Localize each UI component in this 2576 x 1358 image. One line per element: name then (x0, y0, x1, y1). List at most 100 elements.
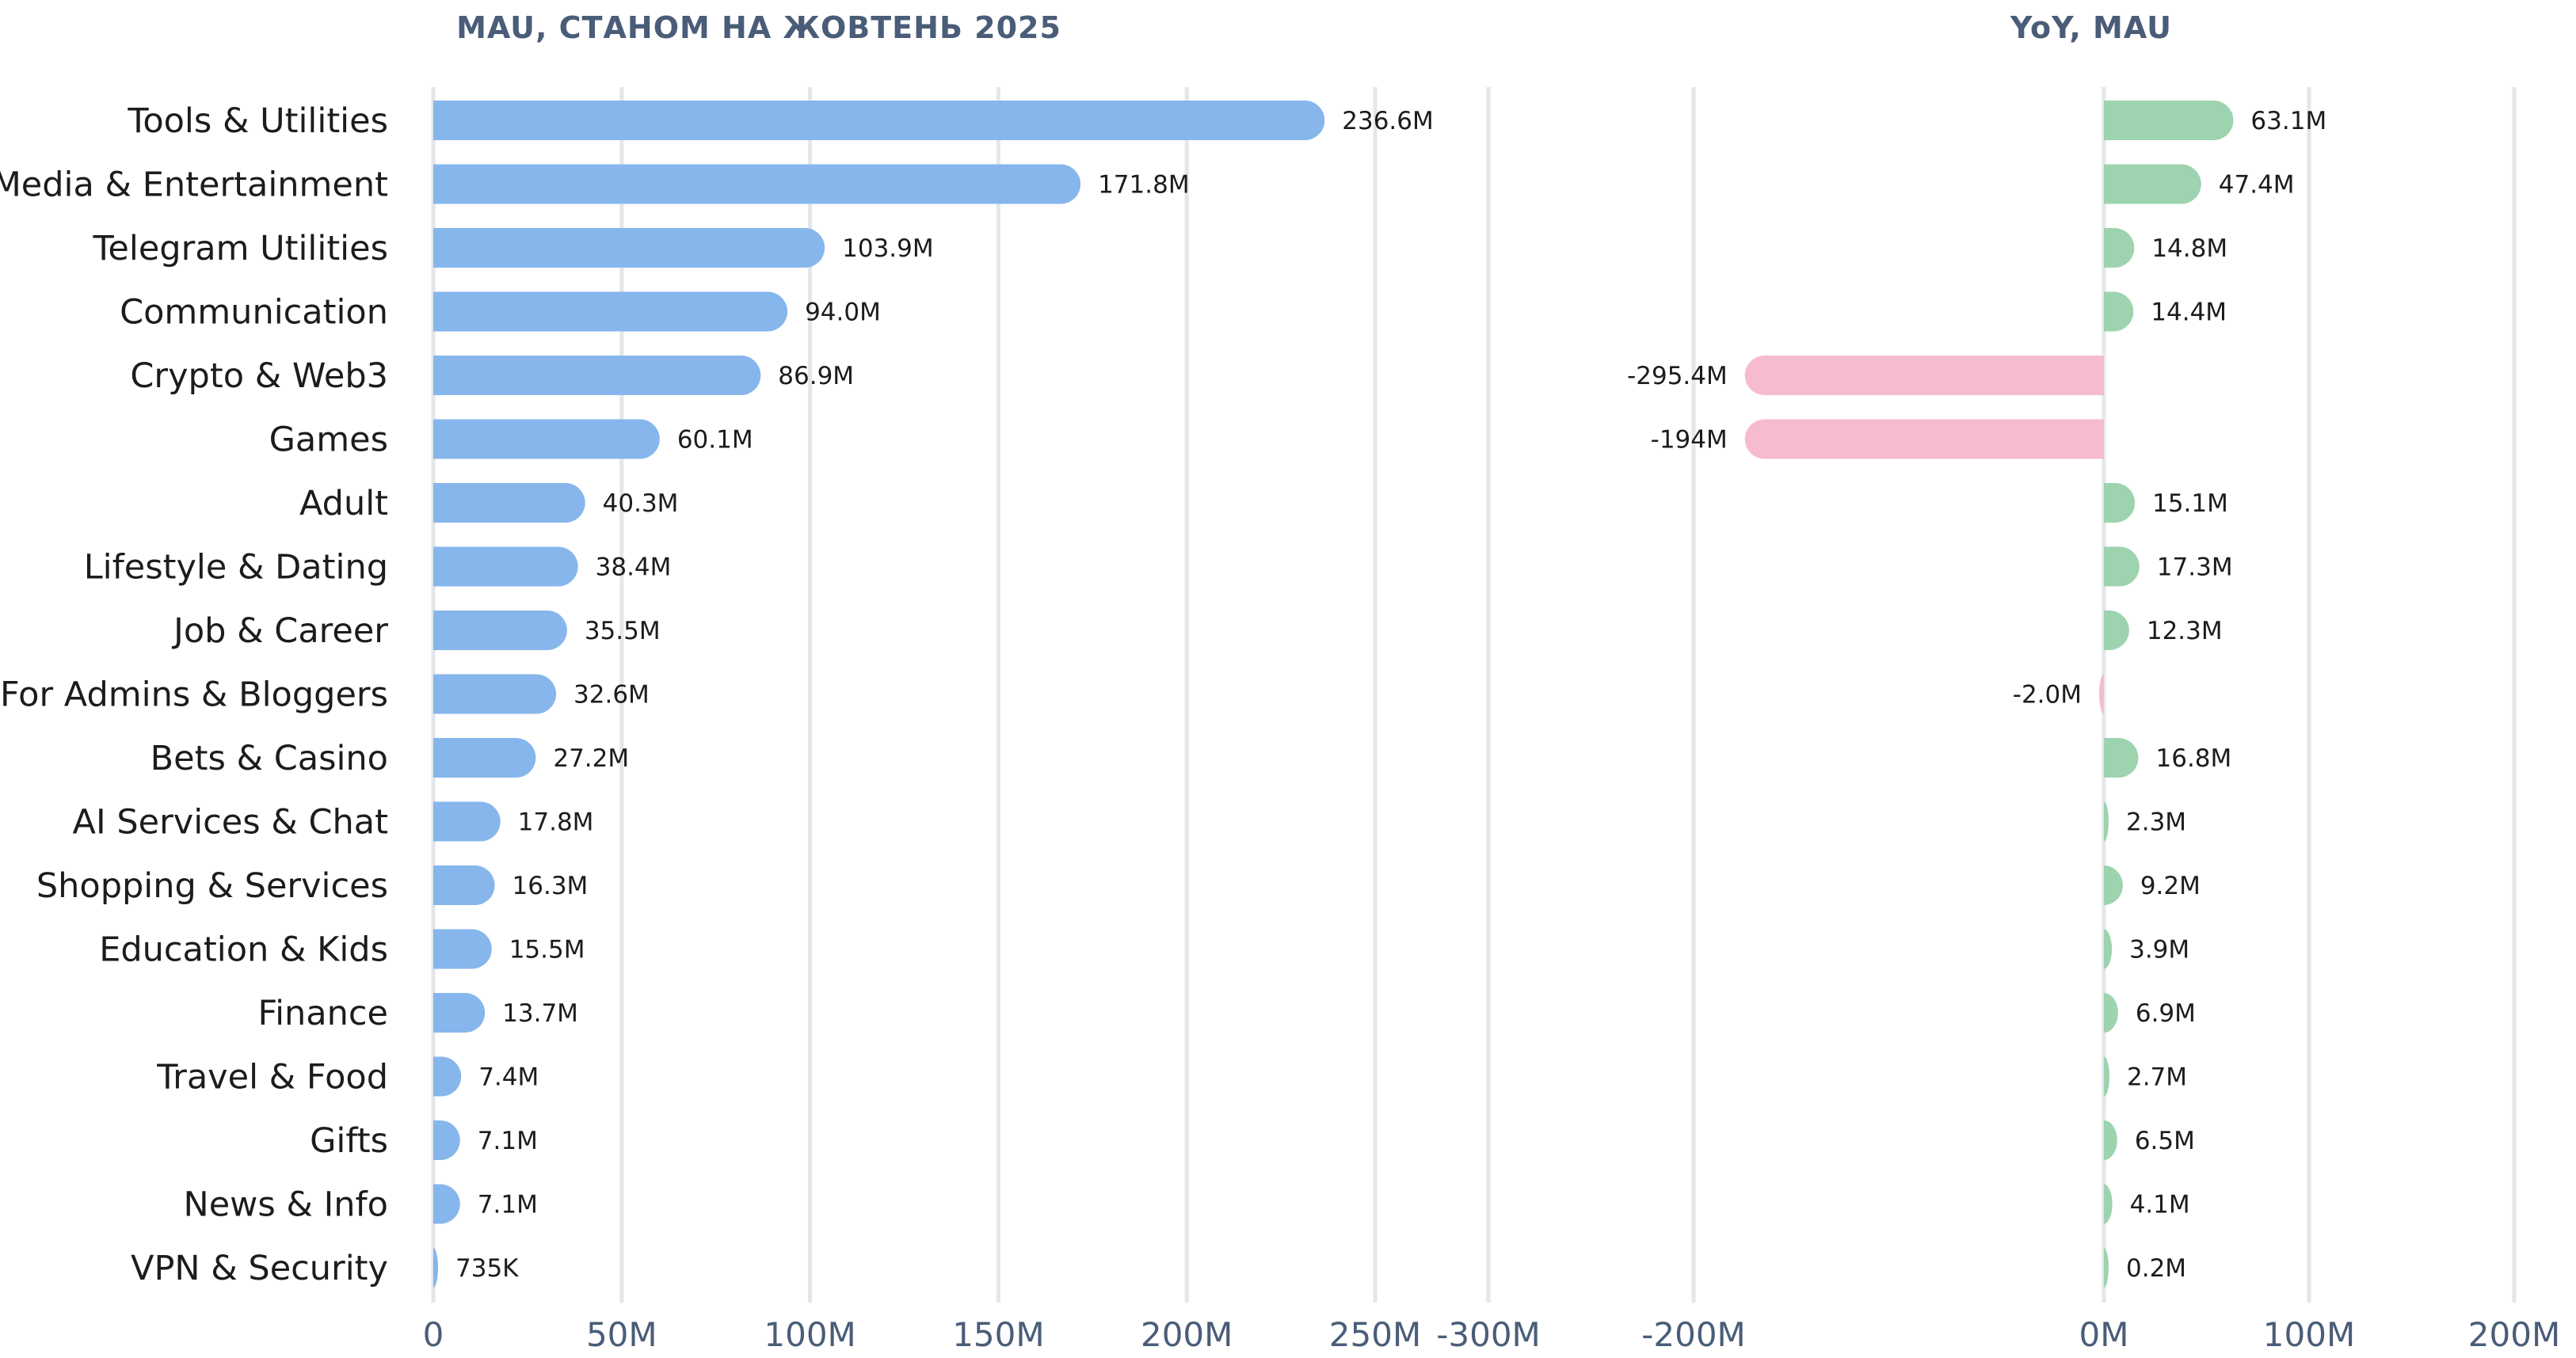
left-bar-news-and-info (433, 1184, 460, 1224)
category-label-vpn-and-security: VPN & Security (131, 1249, 388, 1288)
left-value-label-lifestyle-and-dating: 38.4M (596, 553, 672, 582)
left-bar-gifts (433, 1120, 460, 1160)
right-bar-games (1744, 419, 2104, 459)
category-label-job-and-career: Job & Career (171, 611, 388, 651)
category-label-lifestyle-and-dating: Lifestyle & Dating (84, 548, 388, 588)
category-label-education-and-kids: Education & Kids (99, 930, 388, 970)
left-bar-job-and-career (433, 611, 567, 650)
right-value-label-adult: 15.1M (2152, 489, 2228, 518)
left-bar-media-and-entertainment (433, 164, 1081, 204)
right-value-label-games: -194M (1651, 426, 1728, 455)
category-label-shopping-and-services: Shopping & Services (36, 866, 388, 906)
right-x-tick-label: 200M (2468, 1315, 2560, 1354)
right-bar-communication (2104, 291, 2134, 332)
left-value-label-adult: 40.3M (603, 489, 679, 518)
left-value-label-telegram-utilities: 103.9M (842, 234, 934, 263)
category-label-media-and-entertainment: Media & Entertainment (0, 165, 388, 205)
left-value-label-communication: 94.0M (805, 299, 881, 327)
category-label-games: Games (269, 420, 388, 460)
right-value-label-lifestyle-and-dating: 17.3M (2157, 553, 2233, 582)
left-value-label-news-and-info: 7.1M (478, 1191, 538, 1219)
right-bar-for-admins-and-bloggers (2099, 674, 2104, 714)
right-x-axis-ticks: -300M -200M 0M 100M 200M (1436, 1315, 2560, 1354)
right-bar-ai-services-and-chat (2104, 801, 2109, 842)
right-bars: 63.1M 47.4M 14.8M 14.4M -295.4M -194M 15.1M 17.… (1627, 101, 2326, 1288)
left-x-tick-label: 150M (952, 1315, 1044, 1354)
right-value-label-shopping-and-services: 9.2M (2140, 872, 2201, 900)
right-value-label-communication: 14.4M (2151, 299, 2227, 327)
left-bar-adult (433, 483, 585, 523)
right-value-label-vpn-and-security: 0.2M (2126, 1254, 2186, 1283)
right-bar-education-and-kids (2104, 929, 2113, 969)
left-x-tick-label: 250M (1329, 1315, 1421, 1354)
left-bar-shopping-and-services (433, 865, 495, 905)
right-value-label-telegram-utilities: 14.8M (2151, 234, 2227, 263)
right-value-label-finance: 6.9M (2136, 999, 2196, 1028)
left-value-label-job-and-career: 35.5M (585, 617, 661, 645)
right-value-label-bets-and-casino: 16.8M (2156, 744, 2232, 773)
category-label-tools-and-utilities: Tools & Utilities (127, 101, 388, 141)
left-value-label-for-admins-and-bloggers: 32.6M (574, 681, 650, 709)
right-x-tick-label: 100M (2263, 1315, 2355, 1354)
right-bar-telegram-utilities (2104, 228, 2135, 268)
category-label-adult: Adult (299, 484, 388, 523)
right-bar-crypto-and-web3 (1744, 356, 2104, 395)
right-bar-travel-and-food (2104, 1056, 2109, 1097)
right-value-label-gifts: 6.5M (2135, 1127, 2195, 1155)
left-value-label-gifts: 7.1M (478, 1127, 538, 1155)
right-bar-job-and-career (2104, 611, 2129, 650)
right-x-tick-label: 0M (2079, 1315, 2129, 1354)
right-value-label-job-and-career: 12.3M (2147, 617, 2223, 645)
left-bar-telegram-utilities (433, 228, 825, 268)
right-bar-gifts (2104, 1120, 2117, 1160)
right-bar-vpn-and-security (2104, 1248, 2109, 1288)
right-value-label-tools-and-utilities: 63.1M (2250, 107, 2326, 135)
left-value-label-travel-and-food: 7.4M (478, 1063, 539, 1092)
left-value-label-vpn-and-security: 735K (455, 1254, 519, 1283)
left-bar-vpn-and-security (433, 1248, 438, 1288)
left-value-label-media-and-entertainment: 171.8M (1098, 171, 1190, 200)
right-value-label-travel-and-food: 2.7M (2127, 1063, 2187, 1092)
right-value-label-news-and-info: 4.1M (2130, 1191, 2190, 1219)
left-x-tick-label: 100M (764, 1315, 855, 1354)
right-bar-lifestyle-and-dating (2104, 546, 2140, 587)
left-bar-bets-and-casino (433, 738, 536, 778)
right-chart-title: YoY, MAU (2010, 10, 2172, 45)
left-bar-travel-and-food (433, 1056, 462, 1097)
category-label-telegram-utilities: Telegram Utilities (92, 229, 388, 268)
right-x-tick-label: -200M (1641, 1315, 1746, 1354)
right-value-label-ai-services-and-chat: 2.3M (2126, 808, 2186, 837)
left-bar-education-and-kids (433, 929, 492, 969)
right-value-label-media-and-entertainment: 47.4M (2219, 171, 2295, 200)
right-value-label-for-admins-and-bloggers: -2.0M (2013, 681, 2082, 709)
right-bar-news-and-info (2104, 1184, 2113, 1224)
left-bar-games (433, 419, 660, 459)
left-bars: 236.6M 171.8M 103.9M 94.0M 86.9M 60.1M 40.3M 38… (433, 101, 1434, 1288)
category-label-ai-services-and-chat: AI Services & Chat (73, 803, 388, 843)
right-bar-bets-and-casino (2104, 738, 2139, 778)
category-label-travel-and-food: Travel & Food (156, 1058, 388, 1097)
left-bar-crypto-and-web3 (433, 356, 761, 395)
left-grid (431, 87, 1378, 1303)
left-value-label-education-and-kids: 15.5M (509, 936, 585, 964)
left-value-label-finance: 13.7M (502, 999, 578, 1028)
category-label-for-admins-and-bloggers: For Admins & Bloggers (0, 675, 388, 715)
left-x-tick-label: 0 (423, 1315, 444, 1354)
left-bar-lifestyle-and-dating (433, 546, 578, 587)
right-bar-adult (2104, 483, 2136, 523)
right-bar-shopping-and-services (2104, 865, 2123, 905)
right-bar-finance (2104, 993, 2118, 1033)
right-grid (1486, 87, 2517, 1303)
right-value-label-education-and-kids: 3.9M (2129, 936, 2189, 964)
left-x-tick-label: 200M (1141, 1315, 1233, 1354)
left-value-label-ai-services-and-chat: 17.8M (518, 808, 594, 837)
left-bar-communication (433, 291, 788, 332)
left-x-axis-ticks: 0 50M 100M 150M 200M 250M (423, 1315, 1422, 1354)
left-x-tick-label: 50M (586, 1315, 657, 1354)
left-value-label-crypto-and-web3: 86.9M (778, 362, 854, 390)
left-value-label-shopping-and-services: 16.3M (513, 872, 589, 900)
left-value-label-bets-and-casino: 27.2M (553, 744, 629, 773)
category-label-gifts: Gifts (310, 1121, 388, 1161)
right-bar-media-and-entertainment (2104, 164, 2201, 204)
